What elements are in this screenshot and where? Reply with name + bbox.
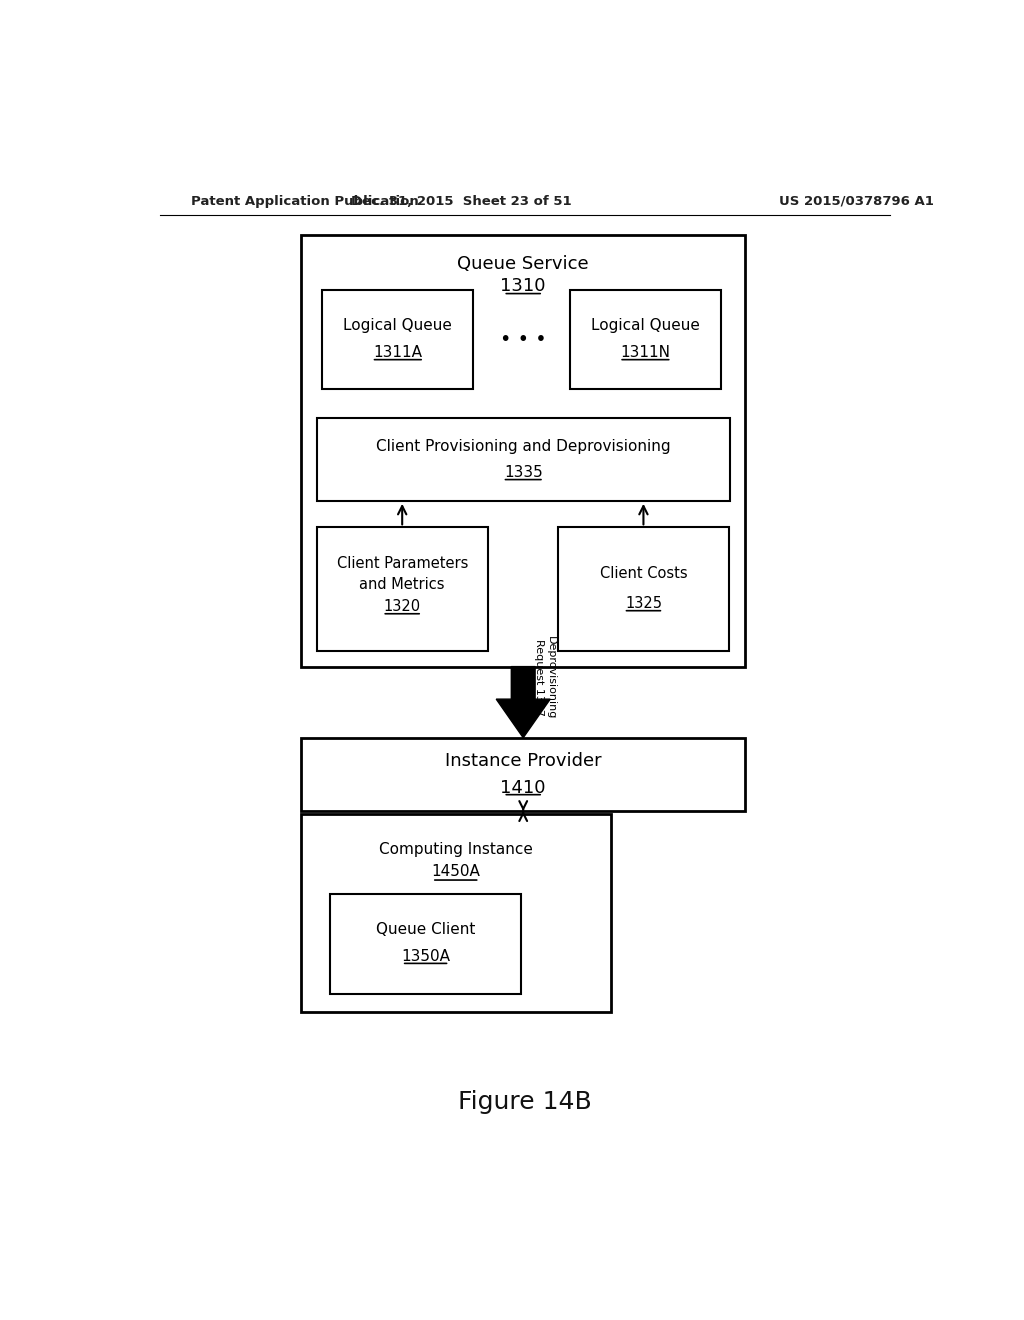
Text: Deprovisioning
Request 1337: Deprovisioning Request 1337 (534, 636, 555, 719)
Text: 1350A: 1350A (401, 949, 451, 964)
Text: Dec. 31, 2015  Sheet 23 of 51: Dec. 31, 2015 Sheet 23 of 51 (351, 194, 571, 207)
Text: 1311N: 1311N (621, 345, 671, 360)
Text: Instance Provider: Instance Provider (444, 752, 601, 770)
FancyBboxPatch shape (570, 289, 721, 389)
FancyBboxPatch shape (301, 235, 745, 667)
FancyBboxPatch shape (316, 417, 729, 500)
FancyBboxPatch shape (316, 528, 487, 651)
Text: Logical Queue: Logical Queue (343, 318, 453, 333)
Text: 1335: 1335 (504, 465, 543, 480)
FancyBboxPatch shape (301, 738, 745, 810)
Text: Client Costs: Client Costs (600, 565, 687, 581)
FancyBboxPatch shape (331, 894, 521, 994)
Text: 1410: 1410 (501, 779, 546, 796)
Text: Client Provisioning and Deprovisioning: Client Provisioning and Deprovisioning (376, 438, 671, 454)
Text: Client Parameters: Client Parameters (337, 557, 468, 572)
Text: 1310: 1310 (501, 277, 546, 296)
Text: Queue Client: Queue Client (376, 923, 475, 937)
Text: Queue Service: Queue Service (458, 255, 589, 273)
FancyBboxPatch shape (558, 528, 729, 651)
FancyBboxPatch shape (323, 289, 473, 389)
Text: • • •: • • • (500, 330, 547, 348)
Text: Logical Queue: Logical Queue (591, 318, 699, 333)
Text: 1325: 1325 (625, 597, 662, 611)
Polygon shape (497, 667, 550, 738)
Text: US 2015/0378796 A1: US 2015/0378796 A1 (778, 194, 934, 207)
Text: 1311A: 1311A (374, 345, 422, 360)
Text: and Metrics: and Metrics (359, 577, 445, 591)
Text: 1450A: 1450A (431, 865, 480, 879)
Text: Computing Instance: Computing Instance (379, 842, 532, 857)
Text: Patent Application Publication: Patent Application Publication (191, 194, 419, 207)
Text: 1320: 1320 (384, 599, 421, 614)
Text: Figure 14B: Figure 14B (458, 1089, 592, 1114)
FancyBboxPatch shape (301, 814, 610, 1012)
